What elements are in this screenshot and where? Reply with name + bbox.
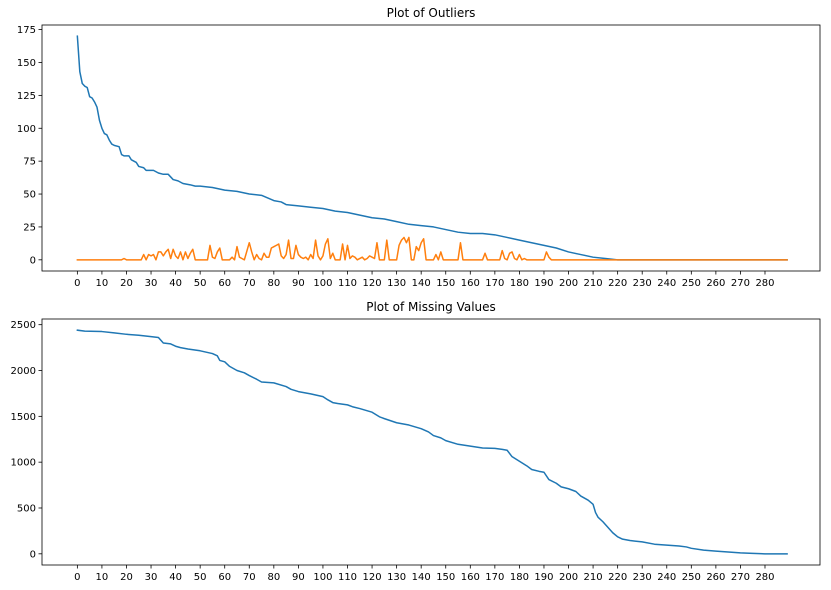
x-tick-label: 180	[510, 278, 529, 289]
y-tick-label: 0	[30, 549, 36, 560]
x-tick-label: 240	[657, 572, 676, 583]
x-tick-label: 170	[485, 572, 504, 583]
axes-frame	[41, 318, 821, 566]
x-tick-label: 230	[633, 572, 652, 583]
x-tick-label: 200	[559, 278, 578, 289]
x-tick-label: 10	[96, 278, 109, 289]
x-tick-label: 190	[534, 278, 553, 289]
y-tick-label: 1500	[11, 412, 36, 423]
x-tick-label: 160	[461, 572, 480, 583]
y-tick-label: 175	[17, 25, 36, 36]
x-tick-label: 0	[74, 278, 80, 289]
y-tick-label: 1000	[11, 458, 36, 469]
y-tick-label: 50	[23, 190, 36, 201]
x-tick-label: 70	[243, 572, 256, 583]
x-tick-label: 200	[559, 572, 578, 583]
y-tick-label: 150	[17, 58, 36, 69]
x-tick-label: 30	[145, 278, 158, 289]
y-tick-label: 500	[17, 503, 36, 514]
x-tick-label: 10	[96, 572, 109, 583]
series-line-2	[76, 236, 788, 261]
x-tick-label: 30	[145, 572, 158, 583]
x-tick-label: 280	[755, 278, 774, 289]
x-tick-label: 140	[412, 278, 431, 289]
chart-title: Plot of Outliers	[387, 6, 476, 20]
series-group	[76, 35, 788, 261]
x-tick-label: 120	[363, 278, 382, 289]
series-line-1	[76, 35, 788, 261]
x-tick-label: 180	[510, 572, 529, 583]
x-tick-label: 70	[243, 278, 256, 289]
x-tick-label: 60	[218, 278, 231, 289]
outliers-plot: 0 10 20 30 40 50 60 70 80 90 100 110 120 130 140 150 160…	[17, 6, 821, 289]
x-tick-label: 260	[706, 278, 725, 289]
x-tick-label: 50	[194, 572, 207, 583]
x-tick-label: 40	[169, 572, 182, 583]
y-tick-label: 25	[23, 222, 36, 233]
x-tick-label: 160	[461, 278, 480, 289]
series-group	[76, 329, 788, 555]
x-tick-label: 110	[338, 278, 357, 289]
y-tick-label: 75	[23, 157, 36, 168]
x-tick-label: 20	[120, 572, 133, 583]
x-tick-label: 210	[584, 278, 603, 289]
y-tick-label: 2000	[11, 366, 36, 377]
x-tick-label: 270	[731, 572, 750, 583]
x-tick-label: 250	[682, 278, 701, 289]
x-tick-label: 150	[436, 572, 455, 583]
x-tick-label: 220	[608, 278, 627, 289]
x-tick-label: 270	[731, 278, 750, 289]
x-tick-label: 90	[292, 278, 305, 289]
x-tick-label: 280	[755, 572, 774, 583]
x-tick-label: 20	[120, 278, 133, 289]
x-tick-label: 50	[194, 278, 207, 289]
y-tick-label: 2500	[11, 320, 36, 331]
x-tick-label: 220	[608, 572, 627, 583]
y-tick-label: 0	[30, 255, 36, 266]
chart-title: Plot of Missing Values	[366, 300, 496, 314]
x-tick-label: 0	[74, 572, 80, 583]
missing-values-plot: 0 10 20 30 40 50 60 70 80 90 100 110 120 130 140 150 160…	[11, 300, 821, 583]
x-tick-label: 130	[387, 572, 406, 583]
x-tick-label: 140	[412, 572, 431, 583]
x-tick-label: 250	[682, 572, 701, 583]
x-tick-label: 80	[267, 572, 280, 583]
y-tick-label: 125	[17, 91, 36, 102]
x-tick-label: 90	[292, 572, 305, 583]
x-tick-label: 130	[387, 278, 406, 289]
x-tick-label: 60	[218, 572, 231, 583]
x-tick-label: 150	[436, 278, 455, 289]
x-tick-label: 190	[534, 572, 553, 583]
x-tick-label: 210	[584, 572, 603, 583]
x-tick-label: 170	[485, 278, 504, 289]
series-line-1	[76, 329, 788, 555]
x-tick-label: 80	[267, 278, 280, 289]
y-tick-label: 100	[17, 124, 36, 135]
x-tick-label: 240	[657, 278, 676, 289]
x-tick-label: 100	[313, 572, 332, 583]
x-tick-label: 260	[706, 572, 725, 583]
x-tick-label: 120	[363, 572, 382, 583]
axes-frame	[41, 24, 821, 272]
x-tick-label: 110	[338, 572, 357, 583]
x-tick-label: 100	[313, 278, 332, 289]
x-tick-label: 230	[633, 278, 652, 289]
x-tick-label: 40	[169, 278, 182, 289]
